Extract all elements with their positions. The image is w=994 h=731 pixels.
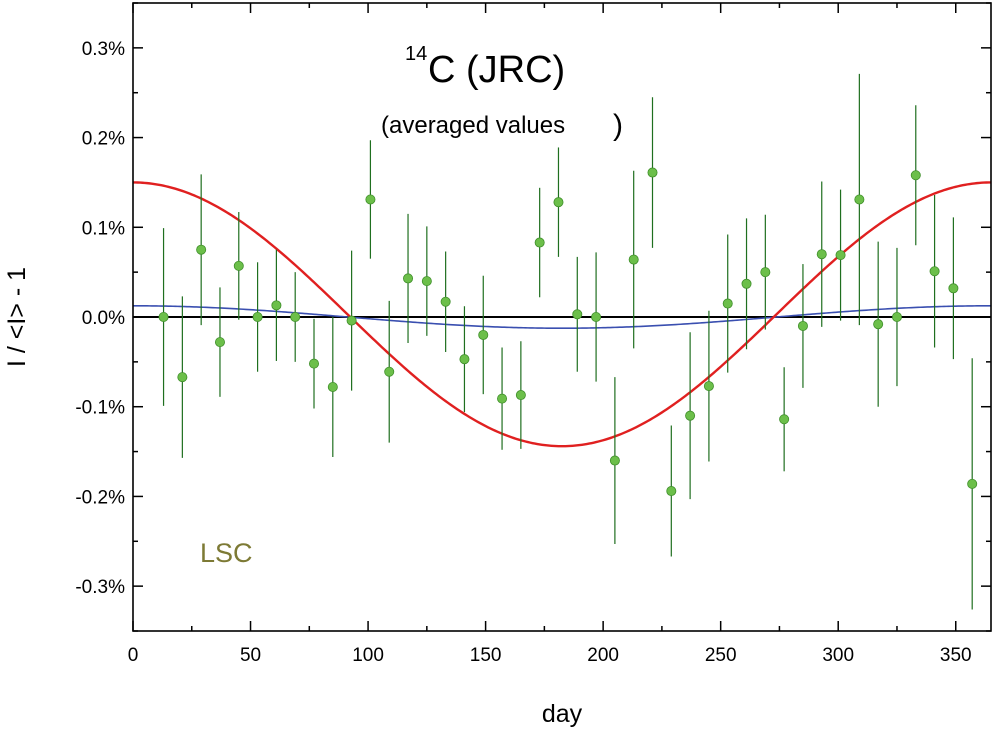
data-point (553, 197, 564, 208)
data-point (760, 267, 771, 278)
x-tick-label: 250 (705, 645, 737, 666)
plot-frame (132, 2, 992, 632)
data-point (271, 300, 282, 311)
data-point (609, 455, 620, 466)
x-tick-label: 200 (587, 645, 619, 666)
x-tick-label: 50 (240, 645, 261, 666)
data-point (478, 329, 489, 340)
chart-title: C (JRC) (428, 49, 565, 91)
ticks-layer (132, 2, 991, 632)
data-point (196, 244, 207, 255)
y-tick-labels: 0.3% 0.2% 0.1% 0.0% -0.1% -0.2% -0.3% (75, 39, 125, 598)
data-point (346, 315, 357, 326)
lsc-annotation: LSC (200, 538, 253, 568)
data-point (854, 194, 865, 205)
data-point (327, 381, 338, 392)
data-point (459, 354, 470, 365)
data-point (873, 319, 884, 330)
data-point (797, 320, 808, 331)
data-point (835, 250, 846, 261)
data-point (515, 390, 526, 401)
y-tick-label: 0.3% (82, 39, 125, 60)
data-point (233, 260, 244, 271)
data-point (572, 309, 583, 320)
x-tick-label: 300 (822, 645, 854, 666)
x-axis-title: day (542, 700, 583, 728)
data-point (816, 249, 827, 260)
data-point (440, 296, 451, 307)
data-point (703, 381, 714, 392)
y-tick-label: 0.1% (82, 218, 125, 239)
red-fit-curve (132, 181, 992, 448)
data-point (290, 311, 301, 322)
x-tick-label: 0 (128, 645, 139, 666)
title-superscript: 14 (405, 43, 427, 65)
data-point (628, 254, 639, 265)
y-tick-label: -0.1% (75, 398, 125, 419)
data-point (384, 366, 395, 377)
data-point (158, 311, 169, 322)
data-point (647, 167, 658, 178)
data-point (365, 194, 376, 205)
chart-subtitle: (averaged values (381, 112, 565, 139)
y-tick-label: -0.3% (75, 577, 125, 598)
y-axis-title: I / <I> - 1 (3, 267, 31, 367)
y-tick-label: 0.0% (82, 308, 125, 329)
y-tick-label: -0.2% (75, 487, 125, 508)
y-tick-label: 0.2% (82, 129, 125, 150)
data-point (666, 486, 677, 497)
data-point (685, 410, 696, 421)
data-point (948, 283, 959, 294)
data-point (591, 311, 602, 322)
data-point (177, 372, 188, 383)
data-point (967, 478, 978, 489)
data-point (421, 276, 432, 287)
x-tick-label: 150 (470, 645, 502, 666)
data-point (403, 273, 414, 284)
data-point (722, 298, 733, 309)
data-point (497, 393, 508, 404)
data-point (779, 414, 790, 425)
data-point (910, 170, 921, 181)
x-tick-labels: 0 50 100 150 200 250 300 350 (128, 645, 972, 666)
x-tick-label: 100 (352, 645, 384, 666)
chart-subtitle-paren: ) (613, 109, 623, 142)
data-point (309, 358, 320, 369)
data-point (891, 311, 902, 322)
data-point (252, 311, 263, 322)
data-point (929, 266, 940, 277)
x-tick-label: 350 (940, 645, 972, 666)
data-point (214, 337, 225, 348)
data-point (534, 237, 545, 248)
data-point (741, 278, 752, 289)
data-points (158, 167, 978, 497)
